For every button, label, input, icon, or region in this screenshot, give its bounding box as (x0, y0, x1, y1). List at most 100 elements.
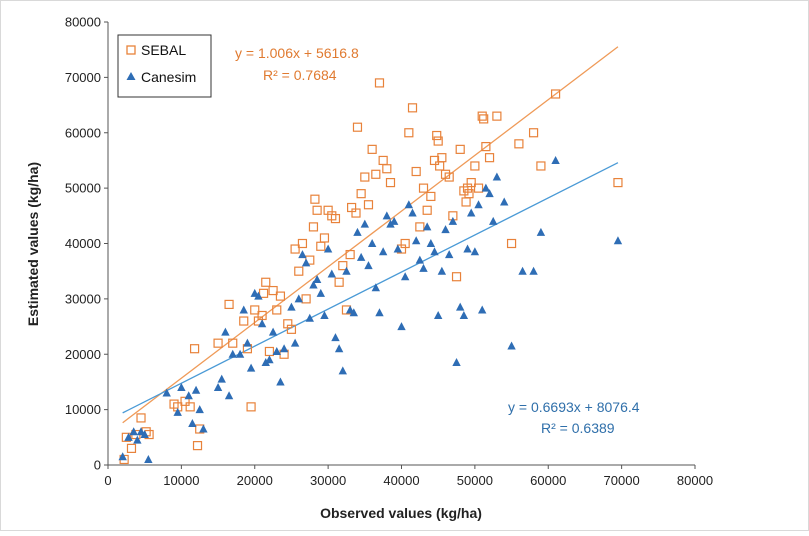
x-tick-label: 0 (104, 473, 111, 488)
sebal-point (268, 285, 278, 296)
x-tick-label: 50000 (457, 473, 493, 488)
canesim-point (408, 208, 417, 217)
sebal-point (301, 294, 311, 304)
sebal-point (258, 288, 269, 298)
canesim-point (140, 430, 149, 439)
sebal-point (352, 122, 363, 132)
x-tick-label: 20000 (237, 473, 273, 488)
sebal-point (464, 189, 474, 199)
canesim-point (415, 255, 425, 264)
x-tick-label: 70000 (604, 473, 640, 488)
sebal-point (360, 172, 370, 182)
sebal-point (432, 130, 442, 141)
sebal-point (492, 111, 502, 121)
sebal-point (356, 189, 366, 199)
sebal-point (310, 194, 320, 204)
sebal-point (338, 261, 348, 271)
canesim-point (481, 183, 491, 192)
sebal-point (272, 305, 282, 315)
canesim-point (261, 358, 270, 367)
canesim-point (162, 388, 171, 397)
y-tick-label: 60000 (65, 125, 101, 140)
sebal-point (484, 153, 495, 163)
sebal-point (319, 233, 330, 243)
sebal-point (382, 164, 392, 174)
canesim-point (294, 294, 303, 303)
x-tick-labels: 0 10000 20000 30000 40000 50000 60000 70000 8000… (104, 465, 713, 488)
sebal-point (239, 316, 249, 326)
canesim-point (386, 219, 395, 228)
legend-label-canesim: Canesim (141, 69, 196, 85)
canesim-point (437, 266, 447, 275)
sebal-point (433, 136, 443, 146)
canesim-point (254, 291, 263, 300)
canesim-point (463, 244, 472, 253)
legend-box (117, 34, 212, 98)
sebal-point (411, 166, 421, 177)
canesim-equation: y = 0.6693x + 8076.4 (508, 399, 640, 415)
canesim-point (485, 189, 494, 198)
sebal-point (444, 172, 454, 182)
canesim-point (478, 305, 487, 314)
sebal-point (363, 200, 374, 210)
x-tick-label: 80000 (677, 473, 713, 488)
sebal-point (385, 177, 396, 188)
canesim-point (334, 344, 344, 353)
sebal-point (426, 191, 436, 202)
sebal-point (374, 78, 385, 88)
canesim-point (243, 338, 252, 347)
canesim-point (235, 349, 245, 358)
sebal-point (481, 141, 491, 152)
canesim-point (144, 454, 153, 463)
sebal-point (334, 277, 344, 287)
sebal-point (189, 344, 200, 354)
sebal-point (371, 169, 381, 179)
sebal-point (185, 402, 195, 412)
y-tick-label: 0 (94, 458, 101, 473)
canesim-point (382, 211, 392, 220)
canesim-point (507, 341, 516, 350)
canesim-point (184, 391, 193, 400)
canesim-point (320, 310, 329, 319)
canesim-point (444, 250, 454, 259)
sebal-point (213, 338, 223, 348)
canesim-point (173, 407, 182, 416)
canesim-point (441, 225, 450, 234)
sebal-point (477, 111, 487, 121)
canesim-point (316, 288, 325, 297)
sebal-point (246, 402, 256, 412)
canesim-point (459, 310, 469, 319)
canesim-point (426, 239, 436, 247)
canesim-r2: R² = 0.6389 (541, 420, 615, 436)
y-tick-labels: 0 10000 20000 30000 40000 50000 60000 70000 8000… (65, 15, 108, 473)
sebal-point (330, 213, 341, 224)
canesim-point (470, 247, 480, 256)
canesim-point (389, 216, 399, 225)
sebal-point (192, 441, 203, 451)
sebal-point (312, 205, 322, 215)
canesim-point (301, 258, 311, 267)
canesim-point (298, 250, 307, 259)
sebal-point (536, 161, 546, 171)
x-tick-label: 40000 (383, 473, 419, 488)
canesim-point (448, 216, 458, 225)
canesim-point (133, 435, 142, 444)
canesim-point (309, 280, 318, 289)
canesim-point (360, 219, 370, 228)
canesim-point (342, 266, 351, 275)
canesim-point (433, 310, 443, 319)
canesim-point (287, 302, 296, 311)
y-tick-label: 50000 (65, 181, 101, 196)
sebal-point (250, 305, 260, 315)
canesim-point (177, 382, 186, 391)
sebal-point (407, 103, 418, 113)
canesim-point (378, 247, 388, 256)
canesim-point (239, 305, 248, 314)
canesim-point (456, 302, 465, 311)
sebal-point (126, 443, 137, 453)
y-axis-title: Estimated values (kg/ha) (25, 162, 41, 326)
canesim-point (323, 244, 333, 253)
canesim-point (529, 266, 538, 275)
canesim-point (404, 200, 414, 209)
